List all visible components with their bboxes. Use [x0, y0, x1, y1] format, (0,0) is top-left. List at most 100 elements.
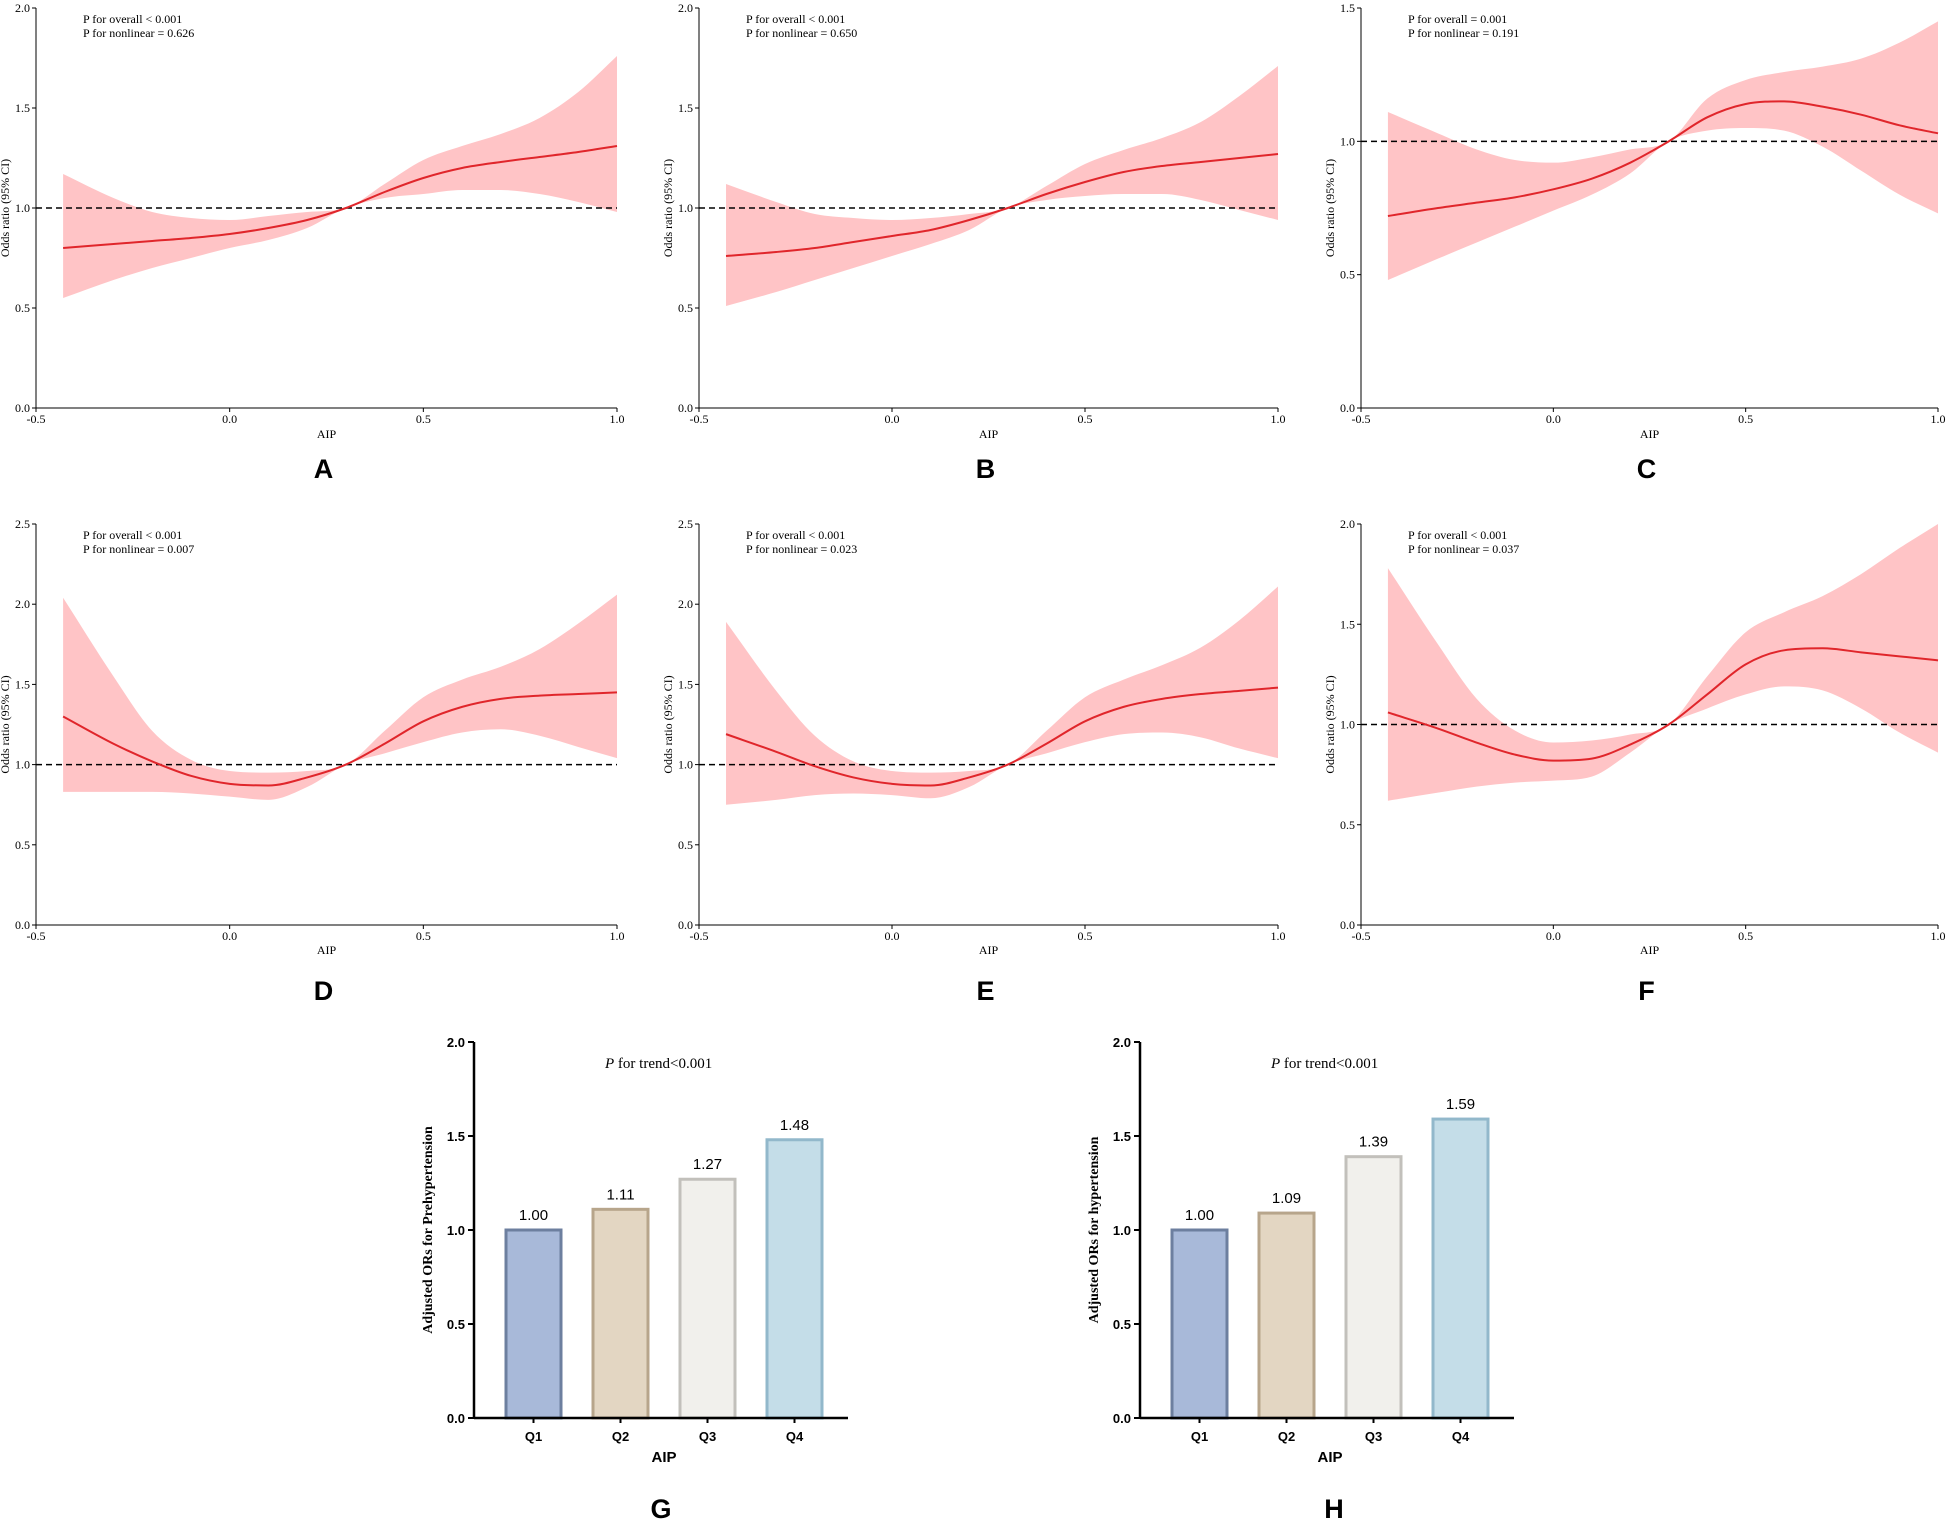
- x-tick-label: 1.0: [610, 929, 625, 943]
- x-category-label: Q1: [525, 1429, 542, 1444]
- panel-label: G: [650, 1494, 671, 1524]
- x-tick-label: -0.5: [1352, 412, 1371, 426]
- x-tick-label: 1.0: [1931, 929, 1946, 943]
- panel-label: D: [314, 976, 334, 1006]
- y-axis-title: Adjusted ORs for hypertension: [1087, 1136, 1102, 1323]
- x-tick-label: 0.0: [885, 929, 900, 943]
- y-tick-label: 2.5: [15, 517, 30, 531]
- x-category-label: Q2: [1278, 1429, 1295, 1444]
- x-tick-label: -0.5: [27, 412, 46, 426]
- y-tick-label: 1.5: [1113, 1129, 1131, 1144]
- panel-label: C: [1637, 454, 1657, 484]
- panel-label: B: [976, 454, 996, 484]
- x-tick-label: 1.0: [1931, 412, 1946, 426]
- bar-value-label: 1.00: [519, 1207, 548, 1224]
- x-tick-label: 0.0: [222, 412, 237, 426]
- p-trend-italic: P: [604, 1056, 614, 1072]
- bar-value-label: 1.59: [1446, 1096, 1475, 1113]
- p-value-annotation: P for nonlinear = 0.007: [83, 542, 194, 556]
- odds-ratio-curve: [1387, 100, 1939, 217]
- ci-band: [726, 586, 1278, 805]
- y-tick-label: 1.5: [678, 101, 693, 115]
- y-tick-label: 0.5: [678, 838, 693, 852]
- ci-band: [1387, 524, 1938, 801]
- bar-q3: [678, 1177, 737, 1420]
- p-value-annotation: P for nonlinear = 0.023: [746, 542, 857, 556]
- bar-value-label: 1.27: [693, 1156, 722, 1173]
- x-category-label: Q2: [612, 1429, 629, 1444]
- y-tick-label: 2.0: [1340, 517, 1355, 531]
- bar-value-label: 1.48: [780, 1117, 809, 1134]
- bar-value-label: 1.39: [1359, 1134, 1388, 1151]
- x-axis-title: AIP: [317, 943, 337, 957]
- x-tick-label: 0.0: [885, 412, 900, 426]
- x-tick-label: 0.5: [1738, 929, 1753, 943]
- x-tick-label: -0.5: [1352, 929, 1371, 943]
- x-axis-title: AIP: [1317, 1449, 1342, 1466]
- y-axis-title: Adjusted ORs for Prehypertension: [421, 1126, 436, 1334]
- y-tick-label: 0.0: [15, 918, 30, 932]
- y-tick-label: 1.5: [1340, 617, 1355, 631]
- y-axis-title: Odds ratio (95% CI): [0, 675, 12, 773]
- x-category-label: Q3: [1365, 1429, 1382, 1444]
- bar-value-label: 1.00: [1185, 1207, 1214, 1224]
- x-tick-label: -0.5: [690, 412, 709, 426]
- x-tick-label: -0.5: [27, 929, 46, 943]
- bar-q2: [591, 1207, 650, 1420]
- y-tick-label: 0.5: [678, 301, 693, 315]
- odds-ratio-curve: [63, 145, 618, 249]
- x-tick-label: -0.5: [690, 929, 709, 943]
- x-axis-title: AIP: [979, 943, 999, 957]
- x-axis-title: AIP: [979, 427, 999, 441]
- y-tick-label: 1.0: [447, 1223, 465, 1238]
- x-category-label: Q1: [1191, 1429, 1208, 1444]
- ci-band: [63, 56, 618, 298]
- y-tick-label: 0.5: [1340, 268, 1355, 282]
- bar-q1: [504, 1228, 563, 1420]
- x-axis-title: AIP: [317, 427, 337, 441]
- y-tick-label: 0.5: [1340, 818, 1355, 832]
- p-value-annotation: P for overall = 0.001: [1408, 12, 1507, 26]
- p-value-annotation: P for overall < 0.001: [83, 12, 182, 26]
- y-tick-label: 1.0: [15, 201, 30, 215]
- p-value-annotation: P for nonlinear = 0.626: [83, 26, 194, 40]
- y-tick-label: 2.0: [15, 1, 30, 15]
- y-tick-label: 2.0: [678, 597, 693, 611]
- y-tick-label: 1.5: [15, 101, 30, 115]
- p-trend-italic: P: [1270, 1056, 1280, 1072]
- ci-band: [1387, 21, 1938, 281]
- x-tick-label: 0.0: [1546, 412, 1561, 426]
- y-tick-label: 2.0: [678, 1, 693, 15]
- y-tick-label: 0.0: [447, 1411, 465, 1426]
- y-tick-label: 1.0: [678, 201, 693, 215]
- y-tick-label: 0.0: [1113, 1411, 1131, 1426]
- x-tick-label: 0.5: [416, 929, 431, 943]
- x-category-label: Q4: [786, 1429, 804, 1444]
- y-axis-title: Odds ratio (95% CI): [1323, 159, 1337, 257]
- bar-q1: [1170, 1228, 1229, 1420]
- x-tick-label: 1.0: [1271, 929, 1286, 943]
- bar-q3: [1344, 1155, 1403, 1420]
- p-value-annotation: P for nonlinear = 0.191: [1408, 26, 1519, 40]
- y-tick-label: 0.0: [1340, 401, 1355, 415]
- y-tick-label: 1.0: [1113, 1223, 1131, 1238]
- y-tick-label: 0.0: [1340, 918, 1355, 932]
- y-tick-label: 0.5: [1113, 1317, 1131, 1332]
- y-tick-label: 2.0: [15, 597, 30, 611]
- x-axis-title: AIP: [1640, 427, 1660, 441]
- p-value-annotation: P for overall < 0.001: [746, 528, 845, 542]
- x-tick-label: 1.0: [610, 412, 625, 426]
- ci-band: [63, 594, 618, 800]
- bar-q4: [1431, 1117, 1490, 1420]
- y-tick-label: 0.5: [447, 1317, 465, 1332]
- panel-g: 1.00 Q1 1.11 Q2 1.27 Q3 1.48 Q4 0.0 0.5 1.0 1.5 2.0 A…: [421, 1035, 848, 1524]
- p-value-annotation: P for nonlinear = 0.037: [1408, 542, 1519, 556]
- x-category-label: Q3: [699, 1429, 716, 1444]
- x-tick-label: 0.5: [1738, 412, 1753, 426]
- y-tick-label: 0.0: [15, 401, 30, 415]
